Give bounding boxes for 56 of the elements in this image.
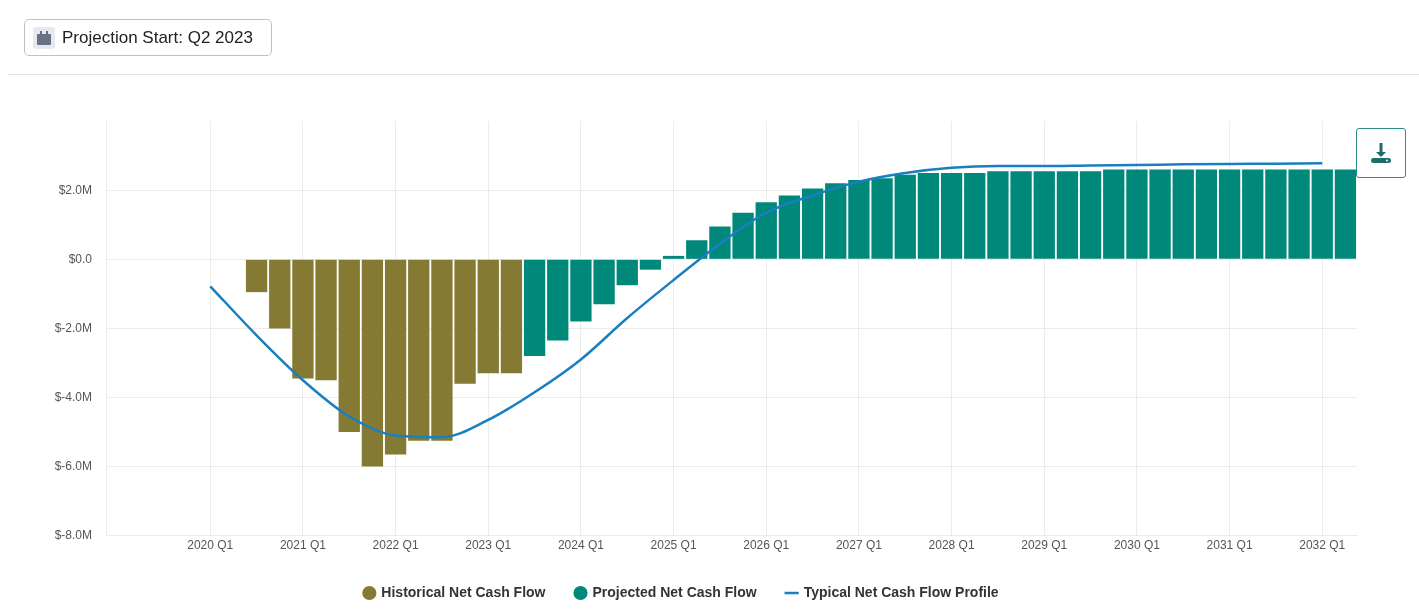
bar bbox=[616, 259, 638, 286]
bar bbox=[686, 240, 708, 259]
bar bbox=[778, 195, 801, 259]
bar bbox=[477, 259, 499, 374]
bar bbox=[755, 202, 777, 259]
x-tick-label: 2022 Q1 bbox=[372, 538, 419, 553]
y-tick-label: $0.0 bbox=[68, 251, 93, 266]
x-tick-label: 2020 Q1 bbox=[187, 538, 234, 553]
x-tick-label: 2031 Q1 bbox=[1206, 538, 1253, 553]
bar bbox=[408, 259, 430, 441]
bar bbox=[1172, 169, 1194, 259]
legend-label: Projected Net Cash Flow bbox=[592, 583, 757, 600]
y-tick-label: $2.0M bbox=[58, 182, 92, 197]
bar bbox=[1056, 171, 1079, 259]
x-tick-label: 2024 Q1 bbox=[557, 538, 605, 553]
y-tick-label: $-2.0M bbox=[54, 320, 92, 335]
bar bbox=[1218, 169, 1241, 259]
bar bbox=[940, 173, 963, 259]
x-tick-label: 2028 Q1 bbox=[928, 538, 975, 553]
x-tick-label: 2029 Q1 bbox=[1021, 538, 1068, 553]
x-tick-label: 2021 Q1 bbox=[279, 538, 327, 553]
bar bbox=[639, 259, 662, 270]
bar bbox=[1079, 171, 1102, 259]
y-tick-label: $-6.0M bbox=[54, 458, 92, 473]
bar bbox=[547, 259, 569, 341]
y-tick-label: $-4.0M bbox=[54, 389, 92, 404]
bar bbox=[1242, 169, 1264, 259]
bar bbox=[1033, 171, 1055, 259]
bar bbox=[523, 259, 546, 357]
legend-label: Typical Net Cash Flow Profile bbox=[803, 583, 999, 600]
bar bbox=[245, 259, 268, 293]
bar bbox=[801, 188, 824, 259]
x-tick-label: 2023 Q1 bbox=[465, 538, 512, 553]
bar bbox=[1195, 169, 1218, 259]
line-series bbox=[209, 162, 1324, 439]
x-tick-label: 2026 Q1 bbox=[743, 538, 790, 553]
y-tick-label: $-8.0M bbox=[54, 527, 92, 542]
bar bbox=[1103, 169, 1125, 259]
x-tick-label: 2025 Q1 bbox=[650, 538, 697, 553]
bar bbox=[917, 173, 940, 259]
bar bbox=[894, 174, 916, 259]
bar bbox=[384, 259, 407, 455]
bar bbox=[338, 259, 360, 432]
bar bbox=[500, 259, 523, 374]
legend-label: Historical Net Cash Flow bbox=[381, 583, 546, 600]
bar bbox=[825, 183, 847, 259]
bar bbox=[964, 173, 986, 259]
bar bbox=[361, 259, 384, 467]
text: Projection Start: Q2 2023 bbox=[62, 27, 253, 48]
bar bbox=[1334, 169, 1357, 259]
bar bbox=[269, 259, 291, 329]
x-tick-label: 2032 Q1 bbox=[1299, 538, 1346, 553]
x-tick-label: 2030 Q1 bbox=[1113, 538, 1161, 553]
x-tick-label: 2027 Q1 bbox=[835, 538, 883, 553]
bar bbox=[1311, 169, 1333, 259]
bar bbox=[662, 255, 685, 259]
